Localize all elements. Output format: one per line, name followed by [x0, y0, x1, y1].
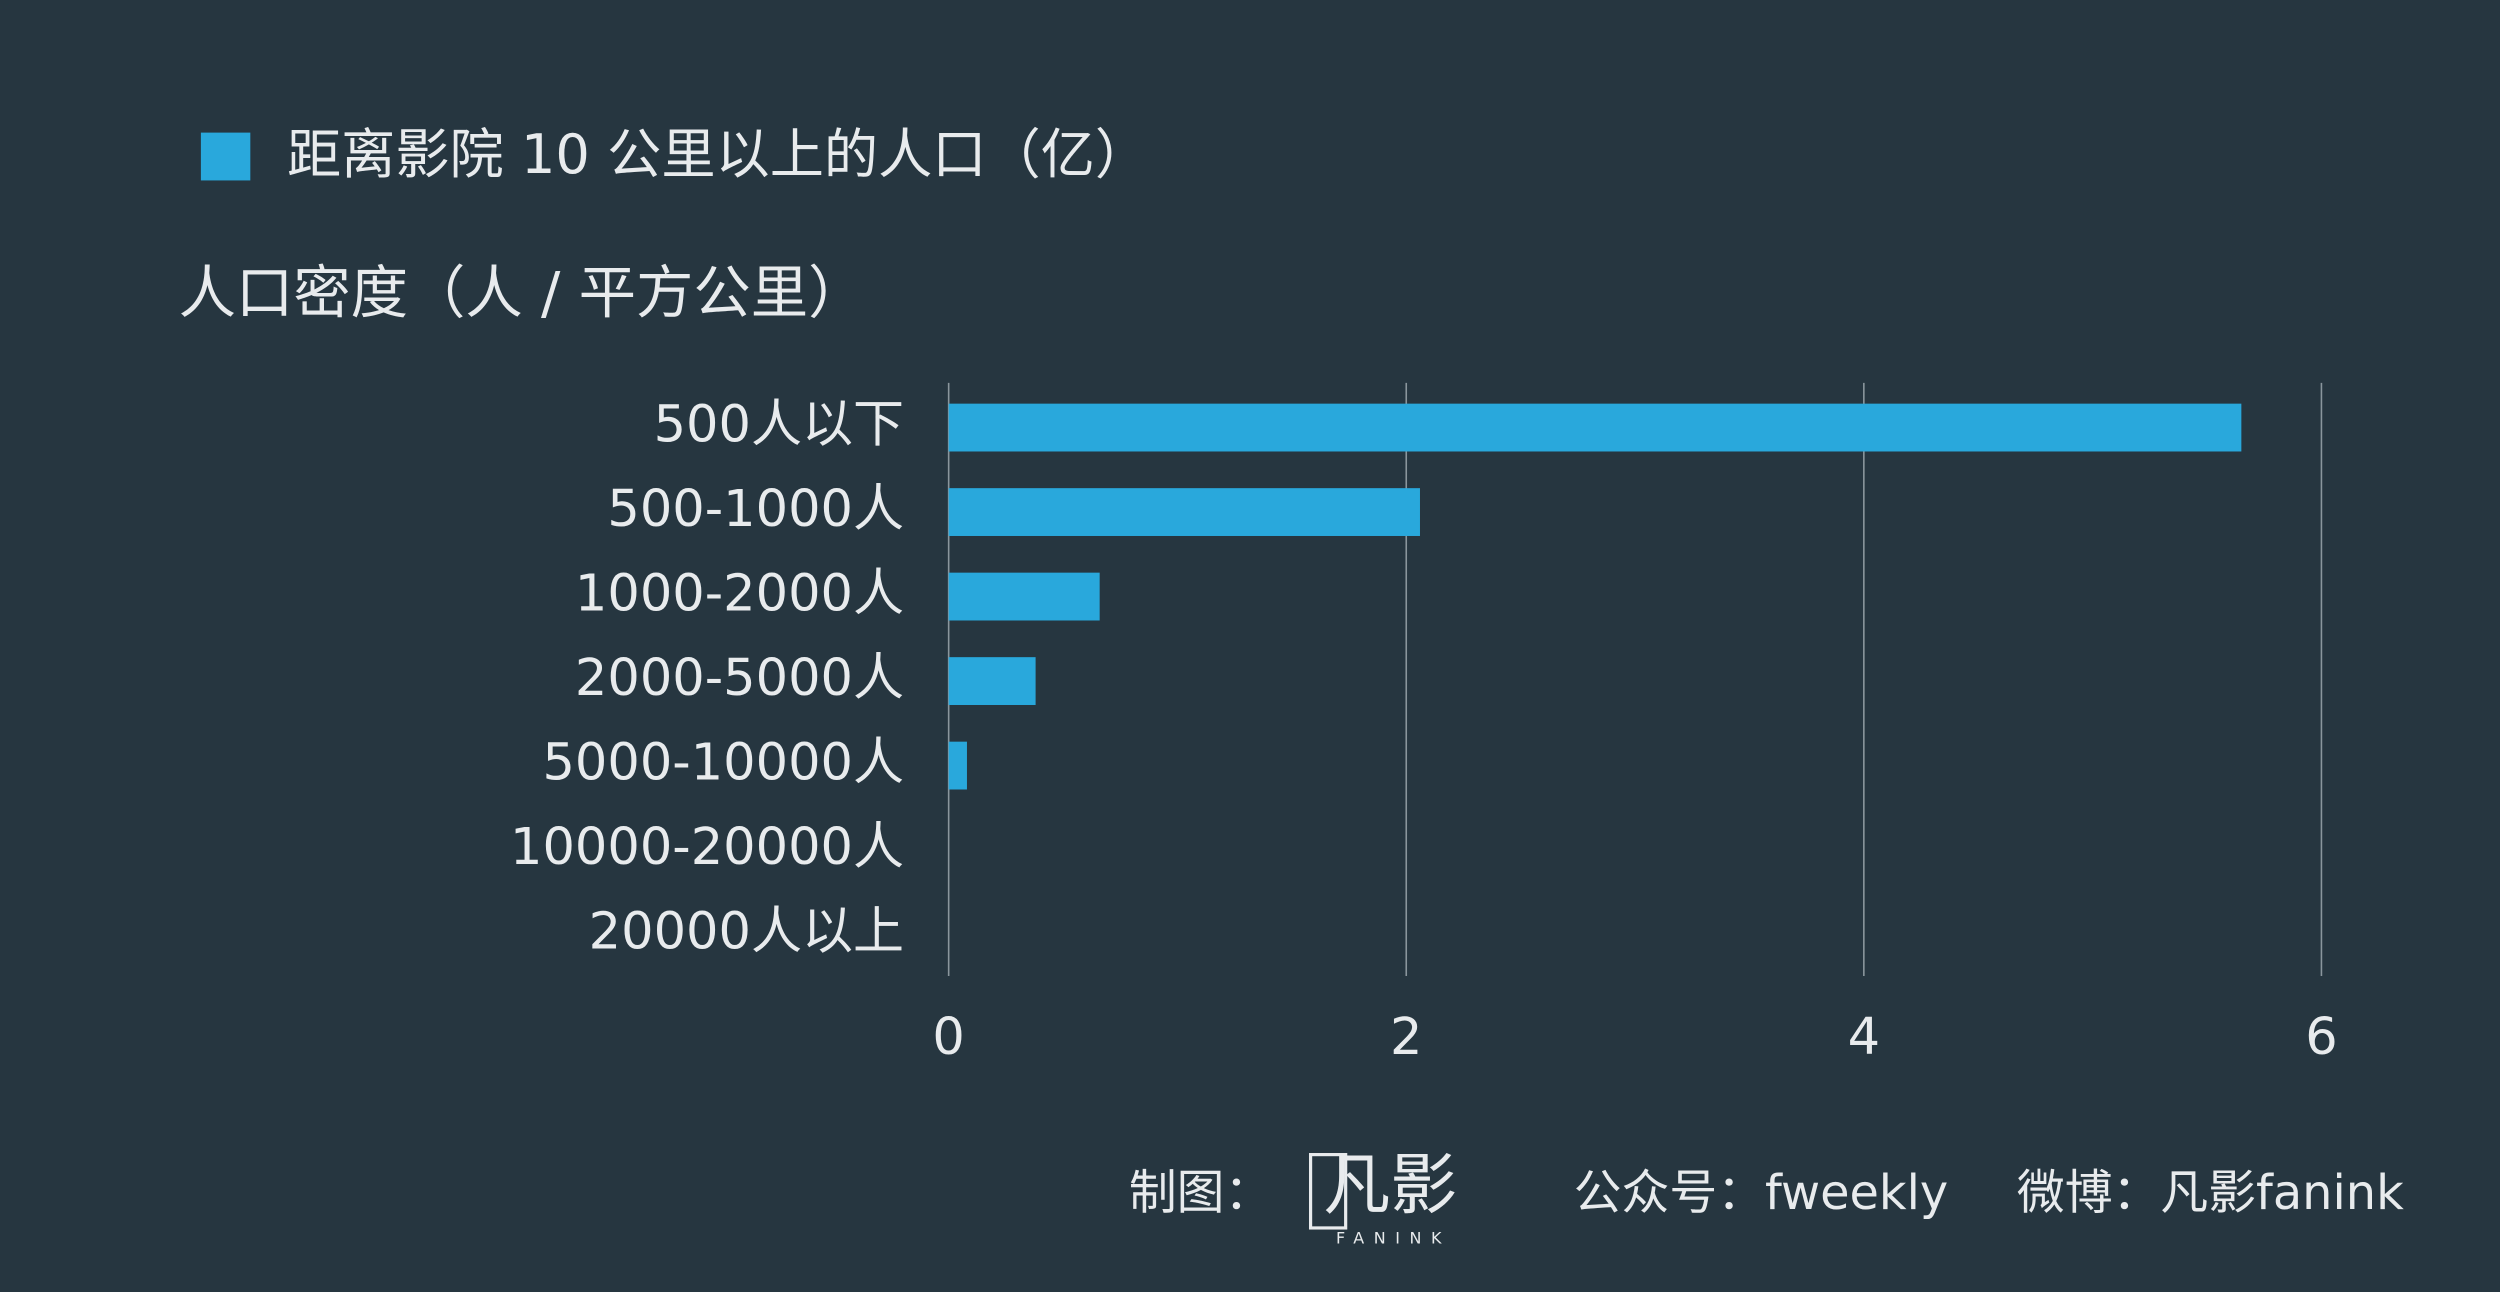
footer-logo: 凡影 [1323, 1146, 1457, 1224]
y-tick-label: 1000-2000人 [575, 565, 904, 624]
y-tick-label: 500-1000人 [607, 480, 904, 539]
y-tick-label: 5000-10000人 [542, 734, 904, 793]
footer-logo-sub: FANINK [1336, 1229, 1451, 1248]
bar [948, 403, 2242, 452]
bar [948, 488, 1420, 536]
axis-title: 人口密度（人 / 平方公里） [179, 259, 866, 326]
bar [948, 572, 1100, 621]
logo-mark [1308, 1153, 1348, 1230]
bar [948, 741, 967, 790]
x-tick-label: 0 [932, 1008, 964, 1067]
footer-credit: 制图： [1129, 1166, 1273, 1221]
y-tick-label: 10000-20000人 [510, 818, 904, 877]
x-tick-label: 6 [2305, 1008, 2337, 1067]
y-tick-label: 20000人以上 [589, 903, 904, 962]
footer-weibo: 微博：凡影fanink [2017, 1166, 2404, 1221]
legend-label: 距离影院 10 公里以上的人口（亿） [287, 123, 1149, 186]
y-tick-label: 2000-5000人 [575, 649, 904, 708]
x-tick-label: 4 [1848, 1008, 1880, 1067]
y-tick-label: 500人以下 [654, 396, 904, 455]
bar [948, 657, 1036, 705]
x-tick-label: 2 [1390, 1008, 1422, 1067]
footer-wechat: 公众号：fweekly [1574, 1166, 1949, 1221]
legend-swatch [200, 132, 251, 181]
